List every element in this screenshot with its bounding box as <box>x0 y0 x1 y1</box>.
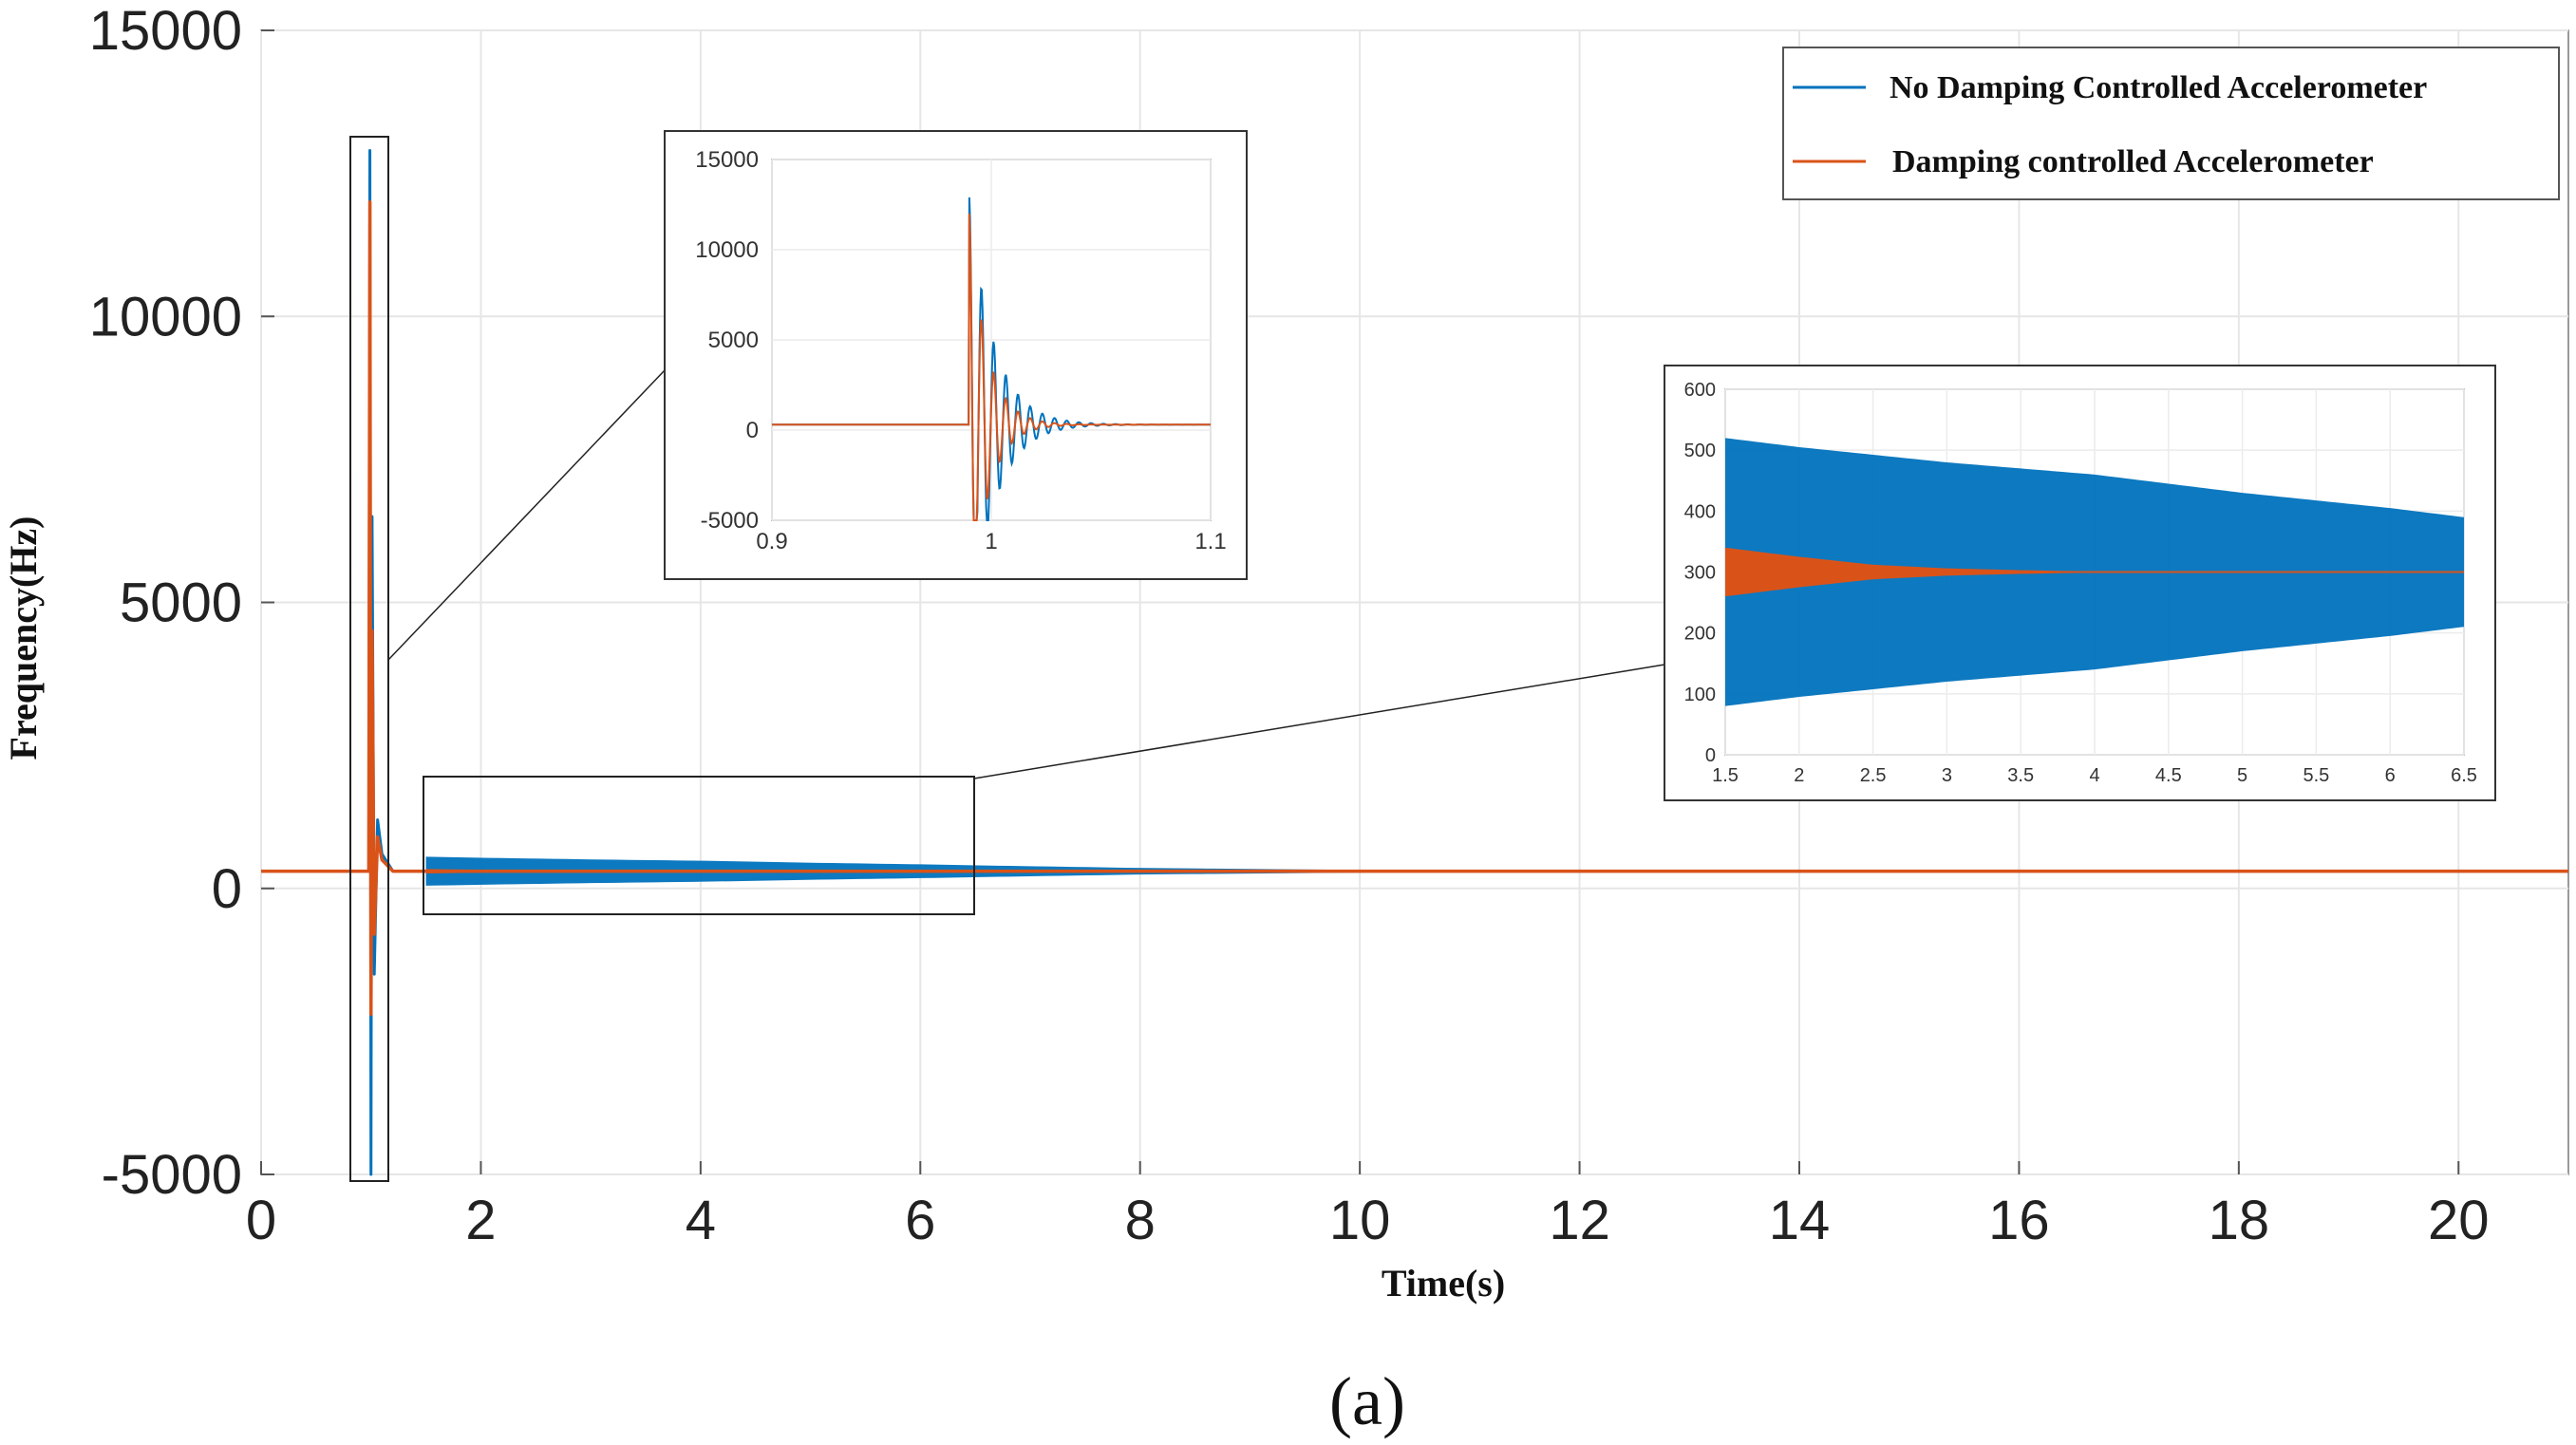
inset-impulse-y-tick-label: -5000 <box>701 508 759 534</box>
inset-steady-y-tick-label: 300 <box>1684 563 1716 584</box>
inset-steady-x-tick-label: 3 <box>1942 765 1952 786</box>
inset-steady-x-tick-label: 6.5 <box>2451 765 2477 786</box>
connector-line-impulse <box>387 369 666 661</box>
inset-steady-x-tick-label: 2 <box>1794 765 1804 786</box>
x-tick-label: 16 <box>1988 1190 2050 1251</box>
zoom-markers <box>349 136 1665 1182</box>
inset-steady-series <box>1725 438 2464 706</box>
zoom-box-steady <box>423 776 975 915</box>
inset-impulse-series <box>772 197 1212 521</box>
inset-steady-state: 1.5 2 2.5 3 3.5 4 4.5 5 5.5 6 6.5 0 100 200 300 400 500 6… <box>1664 365 2496 801</box>
x-tick-label: 10 <box>1329 1190 1391 1251</box>
x-tick-label: 12 <box>1549 1190 1610 1251</box>
x-tick-label: 18 <box>2209 1190 2270 1251</box>
main-grid <box>260 29 2568 1175</box>
y-axis-label: Frequency(Hz) <box>2 516 45 760</box>
legend-label-series-1: Damping controlled Accelerometer <box>1892 144 2374 179</box>
inset-impulse-y-tick-label: 5000 <box>708 328 759 353</box>
x-tick-label: 8 <box>1125 1190 1156 1251</box>
inset-steady-x-tick-label: 5 <box>2237 765 2247 786</box>
inset-steady-x-tick-label: 4.5 <box>2155 765 2182 786</box>
inset-impulse-y-tick-label: 10000 <box>695 237 759 263</box>
figure-caption: (a) <box>1329 1363 1405 1439</box>
inset-impulse-series-1-line <box>772 213 1212 521</box>
inset-impulse-x-tick-label: 0.9 <box>756 529 787 554</box>
x-tick-label: 0 <box>246 1190 276 1251</box>
inset-steady-y-tick-label: 600 <box>1684 380 1716 401</box>
legend-label-series-0: No Damping Controlled Accelerometer <box>1890 70 2427 105</box>
inset-impulse-y-tick-label: 15000 <box>695 147 759 173</box>
x-tick-label: 6 <box>905 1190 935 1251</box>
inset-impulse-grid <box>771 159 1212 521</box>
main-x-ticks: 0 2 4 6 8 10 12 14 16 18 20 <box>246 1161 2490 1251</box>
inset-steady-ticks: 1.5 2 2.5 3 3.5 4 4.5 5 5.5 6 6.5 0 100 200 300 400 500 6… <box>1684 380 2477 786</box>
inset-steady-y-tick-label: 200 <box>1684 624 1716 645</box>
y-tick-label: 10000 <box>89 286 242 347</box>
x-tick-label: 14 <box>1769 1190 1831 1251</box>
legend: No Damping Controlled Accelerometer Damp… <box>1782 47 2560 200</box>
inset-steady-y-tick-label: 0 <box>1705 745 1716 766</box>
inset-impulse: 0.9 1 1.1 -5000 0 5000 10000 15000 <box>664 130 1248 580</box>
inset-steady-y-tick-label: 100 <box>1684 685 1716 705</box>
inset-impulse-x-tick-label: 1 <box>985 529 997 554</box>
inset-steady-x-tick-label: 4 <box>2089 765 2099 786</box>
inset-impulse-ticks: 0.9 1 1.1 -5000 0 5000 10000 15000 <box>695 147 1226 554</box>
y-tick-label: 15000 <box>89 0 242 62</box>
inset-steady-y-tick-label: 400 <box>1684 501 1716 522</box>
x-axis-label: Time(s) <box>1382 1262 1505 1304</box>
inset-steady-x-tick-label: 6 <box>2385 765 2396 786</box>
y-tick-label: 5000 <box>120 572 242 634</box>
legend-box <box>1782 47 2560 200</box>
x-tick-label: 2 <box>465 1190 496 1251</box>
inset-steady-x-tick-label: 5.5 <box>2303 765 2329 786</box>
inset-steady-y-tick-label: 500 <box>1684 441 1716 461</box>
y-tick-label: 0 <box>212 858 242 920</box>
x-tick-label: 20 <box>2428 1190 2490 1251</box>
inset-impulse-x-tick-label: 1.1 <box>1194 529 1226 554</box>
inset-steady-x-tick-label: 1.5 <box>1712 765 1739 786</box>
inset-impulse-y-tick-label: 0 <box>746 418 759 443</box>
main-y-ticks: -5000 0 5000 10000 15000 <box>89 0 274 1206</box>
inset-steady-x-tick-label: 3.5 <box>2007 765 2034 786</box>
connector-line-steady <box>973 664 1665 779</box>
y-tick-label: -5000 <box>102 1144 242 1206</box>
x-tick-label: 4 <box>686 1190 716 1251</box>
main-series-group <box>261 149 2568 1176</box>
series-1-line <box>261 200 2568 1017</box>
inset-steady-x-tick-label: 2.5 <box>1860 765 1887 786</box>
